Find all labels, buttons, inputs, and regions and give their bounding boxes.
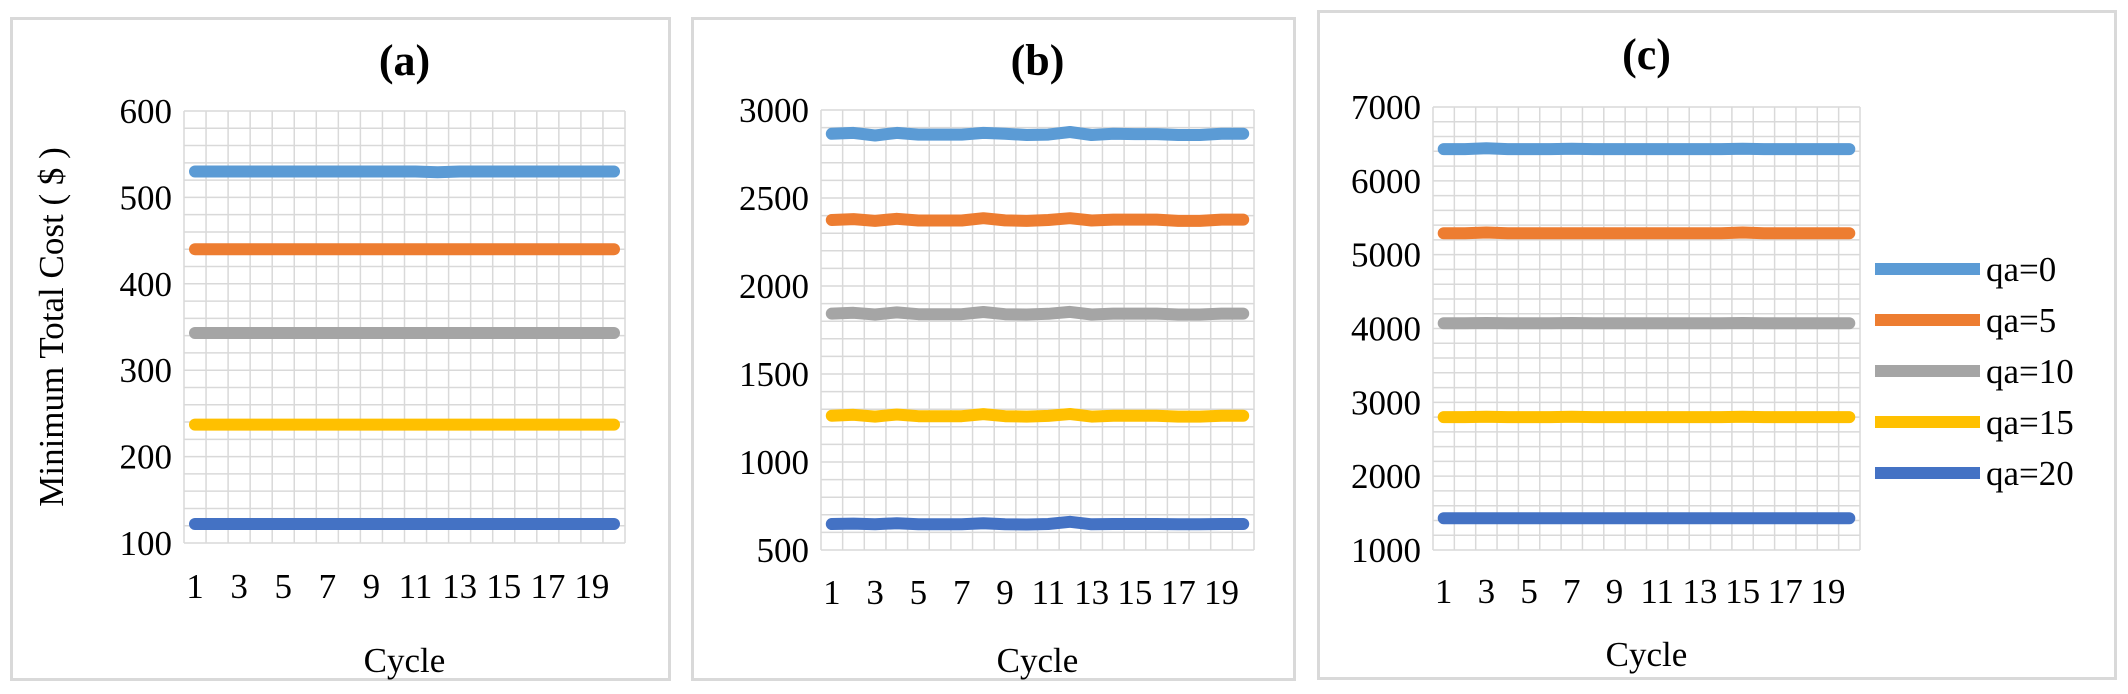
y-tick-label: 2000 bbox=[1351, 457, 1421, 496]
y-tick-label: 300 bbox=[120, 351, 173, 390]
x-tick-label: 15 bbox=[486, 567, 521, 606]
x-tick-label: 13 bbox=[442, 567, 477, 606]
x-tick-label: 19 bbox=[1810, 572, 1845, 611]
x-tick-label: 19 bbox=[574, 567, 609, 606]
y-tick-label: 3000 bbox=[1351, 383, 1421, 422]
chart-title-b: (b) bbox=[1011, 36, 1065, 85]
x-tick-label: 7 bbox=[1563, 572, 1581, 611]
legend-label-qa-0: qa=0 bbox=[1986, 250, 2056, 289]
x-tick-label: 17 bbox=[530, 567, 565, 606]
x-tick-label: 9 bbox=[1606, 572, 1624, 611]
y-tick-label: 400 bbox=[120, 265, 173, 304]
legend-label-qa-10: qa=10 bbox=[1986, 352, 2074, 391]
y-tick-label: 6000 bbox=[1351, 162, 1421, 201]
chart-panel-c: (c) 1000 2000 3000 4000 5000 6000 7000 1 3 5 7 9 11 13… bbox=[1317, 10, 2117, 680]
y-tick-label: 1500 bbox=[739, 355, 809, 394]
y-tick-label: 5000 bbox=[1351, 236, 1421, 275]
series-line-qa-0 bbox=[189, 165, 620, 179]
x-tick-label: 7 bbox=[319, 567, 337, 606]
x-axis-label: Cycle bbox=[1606, 635, 1688, 674]
series-line-qa-0 bbox=[825, 126, 1250, 142]
y-tick-label: 600 bbox=[120, 92, 173, 131]
chart-title-a: (a) bbox=[379, 36, 430, 85]
x-axis-label: Cycle bbox=[997, 641, 1079, 680]
y-axis-label: Minimum Total Cost ( $ ) bbox=[32, 147, 71, 507]
y-tick-label: 1000 bbox=[739, 443, 809, 482]
x-tick-label: 17 bbox=[1768, 572, 1803, 611]
gridlines-c bbox=[1432, 106, 1861, 551]
x-tick-label: 5 bbox=[274, 567, 292, 606]
x-tick-label: 1 bbox=[823, 573, 841, 612]
y-tick-label: 4000 bbox=[1351, 310, 1421, 349]
x-tick-label: 11 bbox=[1031, 573, 1065, 612]
x-tick-label: 13 bbox=[1074, 573, 1109, 612]
chart-panel-a: (a) 100 200 300 400 500 600 1 3 5 7 9 11 13 15 17 19 Cycl… bbox=[10, 17, 671, 681]
x-tick-label: 5 bbox=[1520, 572, 1538, 611]
x-tick-label: 7 bbox=[953, 573, 971, 612]
x-tick-label: 9 bbox=[363, 567, 381, 606]
y-tick-label: 2000 bbox=[739, 267, 809, 306]
y-tick-label: 3000 bbox=[739, 91, 809, 130]
series-line-qa-15 bbox=[825, 408, 1250, 423]
x-tick-label: 1 bbox=[1435, 572, 1453, 611]
series-line-qa-20 bbox=[825, 515, 1250, 531]
legend-label-qa-5: qa=5 bbox=[1986, 301, 2056, 340]
legend-label-qa-20: qa=20 bbox=[1986, 454, 2074, 493]
series-line-qa-5 bbox=[1437, 226, 1856, 240]
y-tick-label: 500 bbox=[757, 531, 810, 570]
y-tick-label: 7000 bbox=[1351, 88, 1421, 127]
chart-title-c: (c) bbox=[1622, 30, 1671, 79]
y-tick-label: 500 bbox=[120, 178, 173, 217]
x-tick-label: 19 bbox=[1204, 573, 1239, 612]
legend: qa=0 qa=5 qa=10 qa=15 qa=20 bbox=[1875, 250, 2074, 493]
x-tick-label: 3 bbox=[1478, 572, 1496, 611]
x-tick-label: 5 bbox=[910, 573, 928, 612]
x-tick-label: 17 bbox=[1161, 573, 1196, 612]
x-tick-label: 13 bbox=[1682, 572, 1717, 611]
x-tick-label: 3 bbox=[866, 573, 884, 612]
y-tick-label: 200 bbox=[120, 438, 173, 477]
y-tick-label: 1000 bbox=[1351, 531, 1421, 570]
legend-label-qa-15: qa=15 bbox=[1986, 403, 2074, 442]
series-line-qa-5 bbox=[825, 212, 1250, 227]
y-tick-label: 2500 bbox=[739, 179, 809, 218]
series-line-qa-10 bbox=[825, 305, 1250, 321]
x-tick-label: 9 bbox=[996, 573, 1014, 612]
chart-panel-b: (b) 500 1000 1500 2000 2500 3000 1 3 5 7 9 11 13 15 17 1… bbox=[691, 17, 1296, 681]
x-tick-label: 11 bbox=[399, 567, 433, 606]
gridlines-b bbox=[820, 109, 1255, 551]
x-axis-label: Cycle bbox=[364, 641, 446, 680]
series-line-qa-0 bbox=[1437, 142, 1856, 156]
x-tick-label: 3 bbox=[230, 567, 248, 606]
x-tick-label: 1 bbox=[186, 567, 204, 606]
x-tick-label: 15 bbox=[1725, 572, 1760, 611]
y-tick-label: 100 bbox=[120, 524, 173, 563]
x-tick-label: 15 bbox=[1117, 573, 1152, 612]
x-tick-label: 11 bbox=[1640, 572, 1674, 611]
